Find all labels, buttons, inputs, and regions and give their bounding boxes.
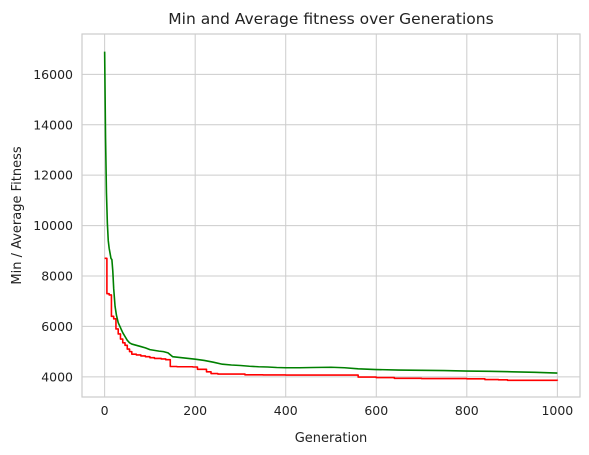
chart-title: Min and Average fitness over Generations — [168, 10, 493, 28]
y-tick-label: 14000 — [33, 117, 73, 132]
x-tick-label: 200 — [183, 403, 207, 418]
y-tick-label: 16000 — [33, 67, 73, 82]
y-tick-labels: 4000 6000 8000 10000 12000 14000 16000 — [33, 67, 73, 385]
x-tick-label: 800 — [455, 403, 479, 418]
x-tick-label: 400 — [274, 403, 298, 418]
x-tick-label: 0 — [101, 403, 109, 418]
min-fitness-line — [104, 257, 559, 382]
y-axis-label: Min / Average Fitness — [10, 146, 25, 284]
x-axis-label: Generation — [295, 431, 368, 446]
y-tick-label: 12000 — [33, 168, 73, 183]
y-tick-label: 8000 — [41, 269, 73, 284]
grid — [82, 34, 580, 397]
x-tick-label: 600 — [364, 403, 388, 418]
x-tick-label: 1000 — [541, 403, 573, 418]
y-tick-label: 10000 — [33, 218, 73, 233]
y-tick-label: 4000 — [41, 369, 73, 384]
plot-frame — [81, 33, 581, 398]
y-tick-label: 6000 — [41, 319, 73, 334]
average-fitness-line — [103, 51, 558, 374]
plot-area — [82, 34, 580, 397]
series-lines — [103, 51, 559, 382]
x-tick-labels: 0 200 400 600 800 1000 — [101, 403, 574, 418]
